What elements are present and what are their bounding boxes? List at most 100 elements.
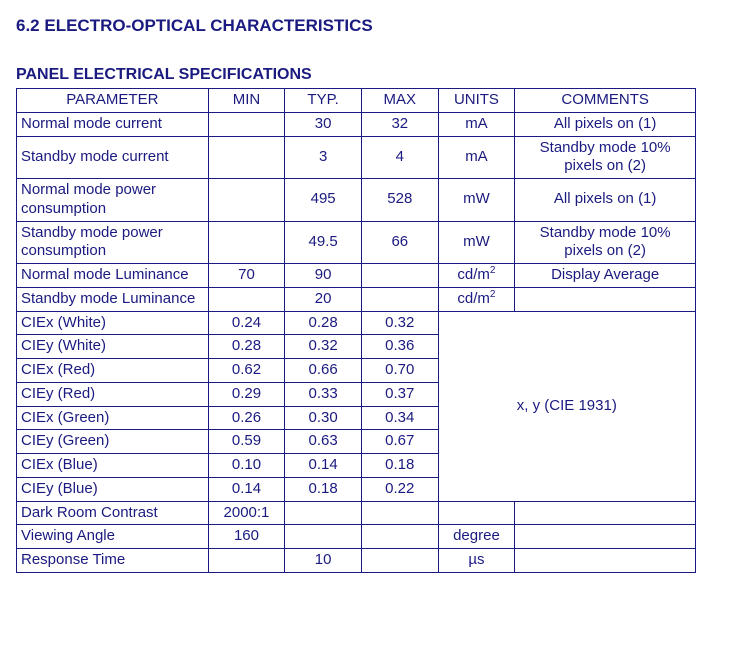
cell-comment — [515, 525, 696, 549]
table-row: CIEx (White) 0.24 0.28 0.32 x, y (CIE 19… — [17, 311, 696, 335]
table-row: Standby mode current 3 4 mA Standby mode… — [17, 136, 696, 179]
cell-param: Normal mode current — [17, 112, 209, 136]
cell-cie-comment: x, y (CIE 1931) — [438, 311, 695, 501]
cell-comment — [515, 549, 696, 573]
cell-units: mA — [438, 112, 515, 136]
cell-max: 0.22 — [361, 477, 438, 501]
cell-typ: 0.18 — [285, 477, 362, 501]
cell-typ: 0.66 — [285, 359, 362, 383]
cell-param: CIEy (Red) — [17, 382, 209, 406]
cell-param: Dark Room Contrast — [17, 501, 209, 525]
cell-max — [361, 501, 438, 525]
table-row: Normal mode power consumption 495 528 mW… — [17, 179, 696, 222]
cell-units: cd/m2 — [438, 264, 515, 288]
cell-typ: 30 — [285, 112, 362, 136]
cell-max — [361, 549, 438, 573]
table-row: Response Time 10 µs — [17, 549, 696, 573]
table-header-row: PARAMETER MIN TYP. MAX UNITS COMMENTS — [17, 89, 696, 113]
cell-comment: Standby mode 10% pixels on (2) — [515, 221, 696, 264]
cell-min: 70 — [208, 264, 285, 288]
subsection-heading: PANEL ELECTRICAL SPECIFICATIONS — [16, 66, 717, 84]
cell-param: Viewing Angle — [17, 525, 209, 549]
cell-max: 0.67 — [361, 430, 438, 454]
cell-param: CIEy (White) — [17, 335, 209, 359]
col-comments: COMMENTS — [515, 89, 696, 113]
table-row: Normal mode current 30 32 mA All pixels … — [17, 112, 696, 136]
cell-min — [208, 287, 285, 311]
cell-typ: 0.28 — [285, 311, 362, 335]
cell-min: 0.62 — [208, 359, 285, 383]
cell-min — [208, 112, 285, 136]
cell-comment — [515, 501, 696, 525]
cell-units — [438, 501, 515, 525]
cell-comment: All pixels on (1) — [515, 112, 696, 136]
cell-typ: 0.14 — [285, 454, 362, 478]
cell-comment: Display Average — [515, 264, 696, 288]
cell-min — [208, 179, 285, 222]
cell-param: Response Time — [17, 549, 209, 573]
cell-min: 0.26 — [208, 406, 285, 430]
cell-units: cd/m2 — [438, 287, 515, 311]
cell-max: 0.36 — [361, 335, 438, 359]
cell-min: 0.24 — [208, 311, 285, 335]
cell-typ: 20 — [285, 287, 362, 311]
cell-max — [361, 264, 438, 288]
cell-max: 0.70 — [361, 359, 438, 383]
cell-max: 4 — [361, 136, 438, 179]
cell-typ: 495 — [285, 179, 362, 222]
cell-param: Standby mode Luminance — [17, 287, 209, 311]
cell-units: µs — [438, 549, 515, 573]
section-heading: 6.2 ELECTRO-OPTICAL CHARACTERISTICS — [16, 16, 717, 36]
cell-param: CIEx (Blue) — [17, 454, 209, 478]
cell-min: 0.14 — [208, 477, 285, 501]
cell-max — [361, 287, 438, 311]
cell-param: CIEx (Green) — [17, 406, 209, 430]
col-min: MIN — [208, 89, 285, 113]
cell-typ: 0.63 — [285, 430, 362, 454]
cell-comment: All pixels on (1) — [515, 179, 696, 222]
cell-param: Standby mode power consumption — [17, 221, 209, 264]
cell-comment: Standby mode 10% pixels on (2) — [515, 136, 696, 179]
cell-typ — [285, 525, 362, 549]
col-units: UNITS — [438, 89, 515, 113]
cell-param: CIEy (Green) — [17, 430, 209, 454]
cell-min: 0.28 — [208, 335, 285, 359]
cell-min — [208, 549, 285, 573]
cell-max: 0.37 — [361, 382, 438, 406]
cell-min: 160 — [208, 525, 285, 549]
table-row: Standby mode power consumption 49.5 66 m… — [17, 221, 696, 264]
cell-max: 528 — [361, 179, 438, 222]
col-max: MAX — [361, 89, 438, 113]
cell-typ: 0.32 — [285, 335, 362, 359]
col-typ: TYP. — [285, 89, 362, 113]
cell-units: degree — [438, 525, 515, 549]
cell-min: 0.59 — [208, 430, 285, 454]
cell-min: 0.10 — [208, 454, 285, 478]
cell-typ: 49.5 — [285, 221, 362, 264]
cell-max — [361, 525, 438, 549]
cell-units: mA — [438, 136, 515, 179]
table-row: Normal mode Luminance 70 90 cd/m2 Displa… — [17, 264, 696, 288]
cell-typ: 90 — [285, 264, 362, 288]
cell-min: 2000:1 — [208, 501, 285, 525]
specs-table: PARAMETER MIN TYP. MAX UNITS COMMENTS No… — [16, 88, 696, 573]
cell-param: CIEx (Red) — [17, 359, 209, 383]
cell-units: mW — [438, 179, 515, 222]
cell-min: 0.29 — [208, 382, 285, 406]
table-row: Viewing Angle 160 degree — [17, 525, 696, 549]
table-row: Standby mode Luminance 20 cd/m2 — [17, 287, 696, 311]
cell-min — [208, 221, 285, 264]
cell-param: CIEy (Blue) — [17, 477, 209, 501]
cell-param: CIEx (White) — [17, 311, 209, 335]
cell-typ: 0.33 — [285, 382, 362, 406]
cell-units: mW — [438, 221, 515, 264]
cell-comment — [515, 287, 696, 311]
cell-typ: 0.30 — [285, 406, 362, 430]
cell-param: Normal mode power consumption — [17, 179, 209, 222]
cell-typ — [285, 501, 362, 525]
cell-max: 32 — [361, 112, 438, 136]
cell-max: 66 — [361, 221, 438, 264]
cell-max: 0.34 — [361, 406, 438, 430]
cell-typ: 10 — [285, 549, 362, 573]
cell-param: Normal mode Luminance — [17, 264, 209, 288]
